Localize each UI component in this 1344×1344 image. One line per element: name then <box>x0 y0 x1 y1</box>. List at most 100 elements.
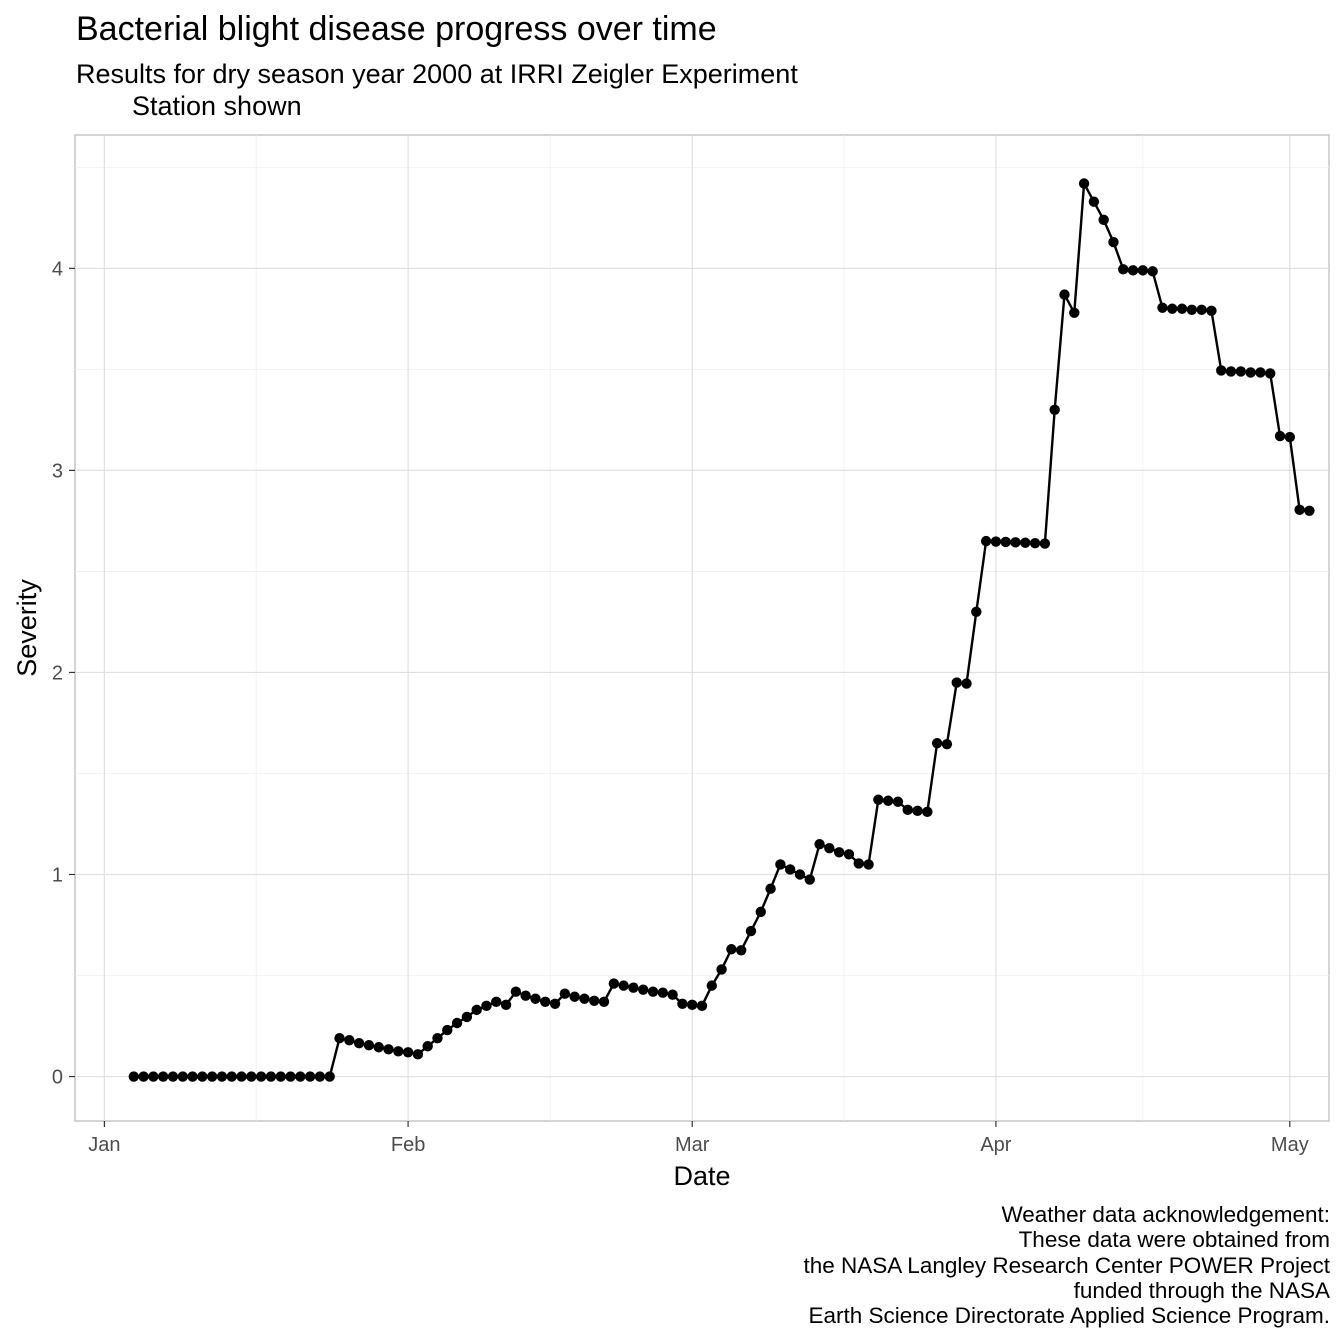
data-point <box>824 843 835 854</box>
data-point <box>1196 304 1207 315</box>
data-point <box>608 978 620 989</box>
y-axis-ticks: 0 1 2 3 4 <box>52 258 75 1089</box>
data-point <box>265 1071 277 1082</box>
caption-line: Weather data acknowledgement: <box>1001 1202 1330 1227</box>
data-point <box>510 986 522 997</box>
data-point <box>814 838 825 850</box>
data-point <box>1235 366 1247 377</box>
data-point <box>1039 538 1051 549</box>
caption-line: These data were obtained from <box>1018 1227 1330 1253</box>
data-point <box>892 796 904 807</box>
data-point <box>647 986 659 997</box>
data-point <box>941 738 953 750</box>
data-point <box>304 1071 316 1082</box>
data-point <box>128 1071 139 1082</box>
caption: Weather data acknowledgement: These data… <box>804 1202 1331 1328</box>
data-point <box>1137 265 1149 276</box>
data-point <box>353 1038 365 1049</box>
data-point <box>931 737 943 749</box>
data-point <box>1167 303 1178 314</box>
data-point <box>1029 537 1041 549</box>
data-point <box>843 849 855 860</box>
data-point <box>1118 264 1129 275</box>
data-point <box>745 925 757 937</box>
data-point <box>491 996 502 1007</box>
data-point <box>412 1049 424 1060</box>
data-point <box>314 1071 326 1082</box>
data-point <box>1088 196 1100 207</box>
data-point <box>1147 266 1158 277</box>
data-point <box>784 864 796 875</box>
caption-line: funded through the NASA <box>1073 1277 1330 1303</box>
data-point <box>324 1071 335 1082</box>
data-point <box>755 906 766 918</box>
data-point <box>246 1071 257 1082</box>
y-axis-label: Severity <box>12 579 42 677</box>
data-point <box>432 1032 443 1044</box>
data-point <box>735 945 747 956</box>
data-point <box>1265 368 1276 379</box>
data-point <box>696 1000 708 1012</box>
data-point <box>971 606 982 618</box>
data-point <box>216 1071 228 1082</box>
data-point <box>1274 430 1286 442</box>
x-tick-label: Feb <box>391 1134 425 1156</box>
data-point <box>687 999 698 1011</box>
data-point <box>1098 214 1109 226</box>
data-point <box>344 1034 355 1046</box>
data-point <box>1010 537 1021 548</box>
data-point <box>853 858 864 869</box>
data-point <box>657 987 669 998</box>
data-point <box>1284 431 1296 443</box>
series-points-group <box>128 178 1315 1082</box>
data-point <box>393 1046 404 1057</box>
data-point <box>451 1017 463 1029</box>
data-point <box>373 1042 384 1053</box>
plot-panel <box>74 134 1330 1122</box>
data-point <box>628 982 639 993</box>
data-point <box>765 883 776 894</box>
data-point <box>677 998 688 1010</box>
y-tick-label: 3 <box>52 460 63 482</box>
data-point <box>1020 537 1031 548</box>
x-tick-label: Apr <box>980 1134 1011 1156</box>
data-point <box>500 999 512 1011</box>
data-point <box>726 944 737 955</box>
minor-gridlines <box>75 135 1329 1121</box>
data-point <box>1255 367 1266 378</box>
data-point <box>187 1071 198 1082</box>
data-point <box>1176 303 1188 314</box>
data-point <box>1216 365 1227 376</box>
data-point <box>549 998 561 1010</box>
caption-line: Earth Science Directorate Applied Scienc… <box>808 1303 1330 1329</box>
data-point <box>794 869 806 880</box>
data-point <box>775 859 786 870</box>
data-point <box>961 678 972 689</box>
data-point <box>481 1000 492 1012</box>
data-point <box>520 990 531 1001</box>
data-point <box>197 1071 208 1082</box>
data-point <box>804 874 815 885</box>
data-point <box>1245 367 1256 378</box>
x-tick-label: May <box>1271 1134 1309 1156</box>
data-point <box>442 1024 453 1036</box>
y-tick-label: 2 <box>52 662 63 684</box>
data-point <box>873 794 884 805</box>
data-point <box>295 1071 306 1082</box>
data-point <box>138 1071 149 1082</box>
data-point <box>667 989 678 1000</box>
data-point <box>990 536 1002 547</box>
data-point <box>255 1071 267 1082</box>
data-point <box>863 859 874 870</box>
data-point <box>980 535 992 547</box>
data-point <box>275 1071 286 1082</box>
data-point <box>383 1044 394 1055</box>
data-point <box>1225 366 1237 377</box>
y-tick-label: 1 <box>52 865 63 887</box>
data-point <box>1304 505 1315 517</box>
data-point <box>206 1071 218 1082</box>
data-point <box>1108 236 1119 248</box>
chart-title: Bacterial blight disease progress over t… <box>76 10 717 48</box>
chart-subtitle: Results for dry season year 2000 at IRRI… <box>76 58 976 122</box>
